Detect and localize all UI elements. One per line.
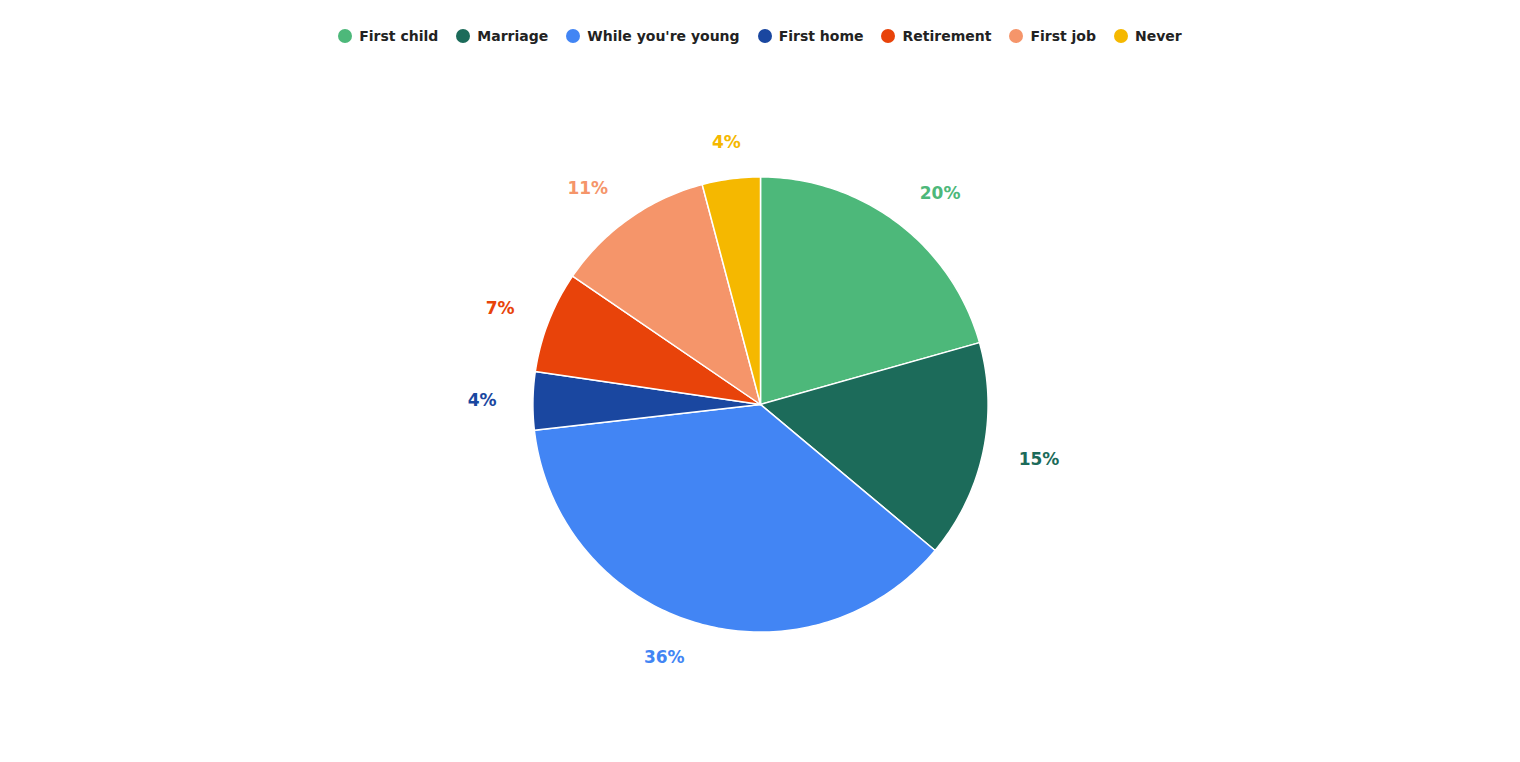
svg-text:4%: 4% — [712, 132, 741, 152]
svg-text:4%: 4% — [468, 390, 497, 410]
html-text:First child: First child — [359, 28, 439, 44]
svg-text:7%: 7% — [486, 298, 515, 318]
html-text:Retirement: Retirement — [902, 28, 992, 44]
svg-text:20%: 20% — [920, 183, 961, 203]
svg-text:11%: 11% — [567, 178, 608, 198]
html-text:While you're young: While you're young — [587, 28, 740, 44]
html-text:First home: First home — [778, 28, 864, 44]
svg-text:36%: 36% — [644, 647, 685, 667]
html-text:Marriage: Marriage — [477, 28, 549, 44]
html-text:First job: First job — [1030, 28, 1096, 44]
html-text:Never: Never — [1135, 28, 1182, 44]
svg-text:15%: 15% — [1019, 449, 1060, 469]
